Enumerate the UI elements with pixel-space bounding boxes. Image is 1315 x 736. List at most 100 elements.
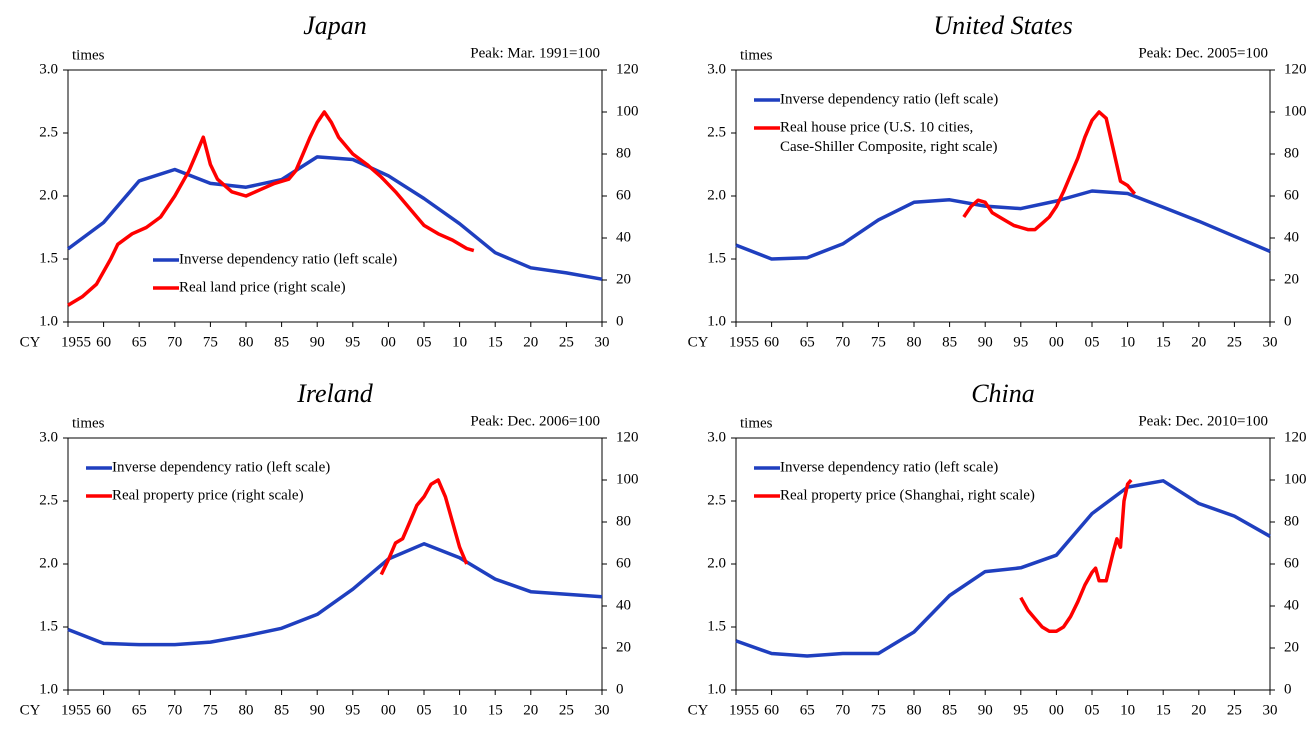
x-tick-label: 15	[1156, 334, 1171, 350]
x-tick-label: 05	[417, 702, 432, 718]
y2-tick-label: 60	[1284, 555, 1299, 571]
x-axis-label: CY	[688, 334, 709, 350]
y-axis-label: times	[740, 47, 773, 63]
x-tick-label: 95	[1013, 702, 1028, 718]
y2-tick-label: 120	[616, 61, 639, 77]
legend-label: Inverse dependency ratio (left scale)	[179, 251, 397, 267]
plot-frame	[735, 69, 1271, 323]
x-tick-label: 00	[381, 702, 396, 718]
x-tick-label: 60	[764, 334, 779, 350]
x-tick-label: 95	[345, 702, 360, 718]
chart-title: Japan	[303, 11, 367, 40]
x-tick-label: 25	[1227, 334, 1242, 350]
legend-label: Real land price (right scale)	[179, 279, 346, 295]
series-line	[735, 189, 1271, 261]
legend-label: Real house price (U.S. 10 cities, Case-Sh…	[780, 119, 997, 155]
x-tick-label: 10	[1120, 702, 1135, 718]
y-axis-label: times	[740, 415, 773, 431]
legend-label: Inverse dependency ratio (left scale)	[780, 91, 998, 107]
y-tick-label: 2.5	[707, 492, 726, 508]
x-tick-label: 30	[1263, 702, 1278, 718]
series-line	[379, 478, 469, 576]
y-tick-label: 2.0	[707, 555, 726, 571]
y2-tick-label: 0	[1284, 313, 1292, 329]
plot-frame	[67, 437, 603, 691]
x-axis-label: CY	[688, 702, 709, 718]
y-tick-label: 3.0	[39, 61, 58, 77]
x-tick-label: 30	[1263, 334, 1278, 350]
x-tick-label: 65	[800, 334, 815, 350]
panel: Japan times Peak: Mar. 1991=100 CY 1.0 1.5 2.0…	[20, 11, 639, 350]
y-tick-label: 1.0	[39, 313, 58, 329]
x-tick-label: 15	[488, 334, 503, 350]
legend-label: Real property price (right scale)	[112, 487, 304, 503]
y2-tick-label: 20	[616, 271, 631, 287]
y-tick-label: 1.5	[707, 250, 726, 266]
x-tick-label: 85	[274, 702, 289, 718]
x-tick-label: 70	[167, 334, 182, 350]
y2-tick-label: 80	[1284, 145, 1299, 161]
y2-tick-label: 120	[1284, 429, 1307, 445]
x-tick-label: 30	[595, 702, 610, 718]
series-line	[735, 479, 1271, 658]
x-tick-label: 1955	[729, 702, 759, 718]
x-tick-label: 05	[1085, 334, 1100, 350]
y-tick-label: 2.5	[39, 124, 58, 140]
panel: Ireland times Peak: Dec. 2006=100 CY 1.0 1.5 2…	[20, 379, 639, 718]
y2-tick-label: 40	[616, 229, 631, 245]
x-tick-label: 95	[1013, 334, 1028, 350]
x-tick-label: 20	[523, 334, 538, 350]
x-tick-label: 00	[1049, 702, 1064, 718]
x-tick-label: 1955	[729, 334, 759, 350]
y2-tick-label: 40	[616, 597, 631, 613]
y-tick-label: 1.0	[707, 681, 726, 697]
x-tick-label: 70	[167, 702, 182, 718]
x-tick-label: 80	[907, 334, 922, 350]
x-tick-label: 10	[452, 702, 467, 718]
y-axis-label: times	[72, 415, 105, 431]
y-tick-label: 3.0	[707, 429, 726, 445]
y2-tick-label: 120	[616, 429, 639, 445]
x-tick-label: 80	[239, 702, 254, 718]
x-tick-label: 60	[764, 702, 779, 718]
y-tick-label: 2.0	[39, 555, 58, 571]
y2-tick-label: 60	[616, 187, 631, 203]
y-tick-label: 2.0	[707, 187, 726, 203]
x-tick-label: 70	[835, 334, 850, 350]
y-tick-label: 1.5	[707, 618, 726, 634]
x-tick-label: 00	[381, 334, 396, 350]
series-line	[1019, 478, 1133, 633]
y2-tick-label: 60	[616, 555, 631, 571]
annotation: Peak: Dec. 2005=100	[1138, 45, 1268, 61]
x-tick-label: 85	[942, 334, 957, 350]
x-tick-label: 10	[452, 334, 467, 350]
y2-tick-label: 40	[1284, 229, 1299, 245]
x-tick-label: 75	[203, 334, 218, 350]
legend-label: Real property price (Shanghai, right sca…	[780, 487, 1035, 503]
legend-label: Inverse dependency ratio (left scale)	[112, 459, 330, 475]
y-tick-label: 1.5	[39, 250, 58, 266]
y2-tick-label: 40	[1284, 597, 1299, 613]
x-tick-label: 15	[1156, 702, 1171, 718]
x-axis-label: CY	[20, 334, 41, 350]
x-tick-label: 90	[310, 334, 325, 350]
x-tick-label: 65	[132, 702, 147, 718]
x-tick-label: 95	[345, 334, 360, 350]
series-line	[66, 155, 603, 281]
x-tick-label: 00	[1049, 334, 1064, 350]
y2-tick-label: 20	[1284, 639, 1299, 655]
y2-tick-label: 20	[1284, 271, 1299, 287]
x-tick-label: 80	[239, 334, 254, 350]
x-tick-label: 60	[96, 702, 111, 718]
x-tick-label: 80	[907, 702, 922, 718]
y2-tick-label: 0	[1284, 681, 1292, 697]
y2-tick-label: 0	[616, 313, 624, 329]
y-tick-label: 2.5	[707, 124, 726, 140]
plot-frame	[735, 437, 1271, 691]
y2-tick-label: 80	[616, 145, 631, 161]
chart-title: China	[971, 379, 1035, 408]
x-tick-label: 05	[1085, 702, 1100, 718]
annotation: Peak: Mar. 1991=100	[470, 45, 600, 61]
y2-tick-label: 100	[616, 103, 639, 119]
y-tick-label: 2.0	[39, 187, 58, 203]
